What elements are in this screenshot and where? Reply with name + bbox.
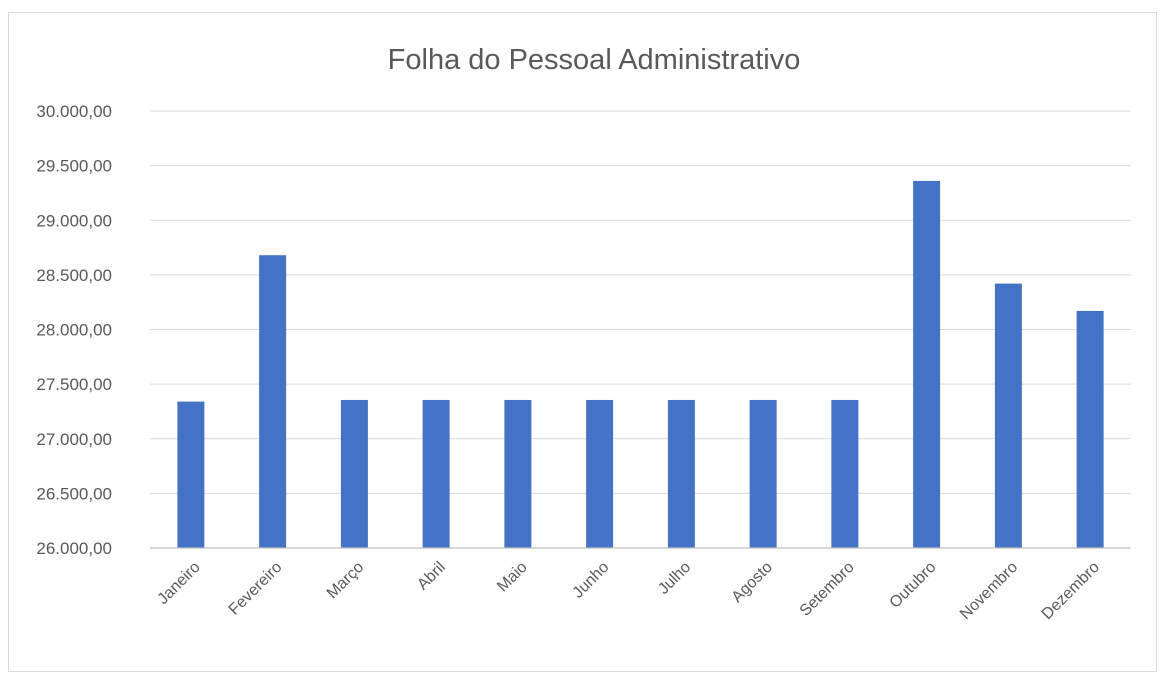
bar-dezembro xyxy=(1076,310,1104,548)
y-tick-label: 29.500,00 xyxy=(36,157,112,176)
chart-title: Folha do Pessoal Administrativo xyxy=(388,44,801,76)
x-axis-tick-labels: Janeiro Fevereiro Março Abril Maio Junho Julho… xyxy=(155,559,1103,623)
x-tick-label: Junho xyxy=(570,559,613,602)
y-tick-label: 27.000,00 xyxy=(36,430,112,449)
x-tick-label: Fevereiro xyxy=(226,559,286,619)
y-tick-label: 28.500,00 xyxy=(36,266,112,285)
y-tick-label: 28.000,00 xyxy=(36,321,112,340)
x-tick-label: Maio xyxy=(494,559,531,596)
y-tick-label: 27.500,00 xyxy=(36,375,112,394)
bar-janeiro xyxy=(177,401,205,548)
y-tick-label: 29.000,00 xyxy=(36,211,112,230)
x-tick-label: Dezembro xyxy=(1039,559,1103,623)
bar-abril xyxy=(422,399,450,548)
x-tick-label: Julho xyxy=(655,559,694,598)
y-tick-label: 30.000,00 xyxy=(36,102,112,121)
bar-agosto xyxy=(749,399,777,548)
bar-junho xyxy=(586,399,614,548)
y-axis-tick-labels: 26.000,00 26.500,00 27.000,00 27.500,00 28.0… xyxy=(36,102,112,558)
bar-fevereiro xyxy=(259,255,287,548)
bar-setembro xyxy=(831,399,859,548)
chart-area xyxy=(8,12,1157,672)
x-tick-label: Janeiro xyxy=(155,559,204,608)
y-tick-label: 26.000,00 xyxy=(36,539,112,558)
x-tick-label: Abril xyxy=(414,559,449,594)
gridlines xyxy=(150,110,1131,494)
x-tick-label: Setembro xyxy=(797,559,858,620)
bar-maio xyxy=(504,399,532,548)
x-tick-label: Novembro xyxy=(957,559,1021,623)
y-tick-label: 26.500,00 xyxy=(36,484,112,503)
bars xyxy=(177,180,1104,549)
bar-julho xyxy=(667,399,695,548)
bar-março xyxy=(340,399,368,548)
bar-novembro xyxy=(994,283,1022,548)
x-tick-label: Outubro xyxy=(887,559,940,612)
bar-outubro xyxy=(913,180,941,549)
x-tick-label: Agosto xyxy=(729,559,776,606)
x-tick-label: Março xyxy=(324,559,368,603)
